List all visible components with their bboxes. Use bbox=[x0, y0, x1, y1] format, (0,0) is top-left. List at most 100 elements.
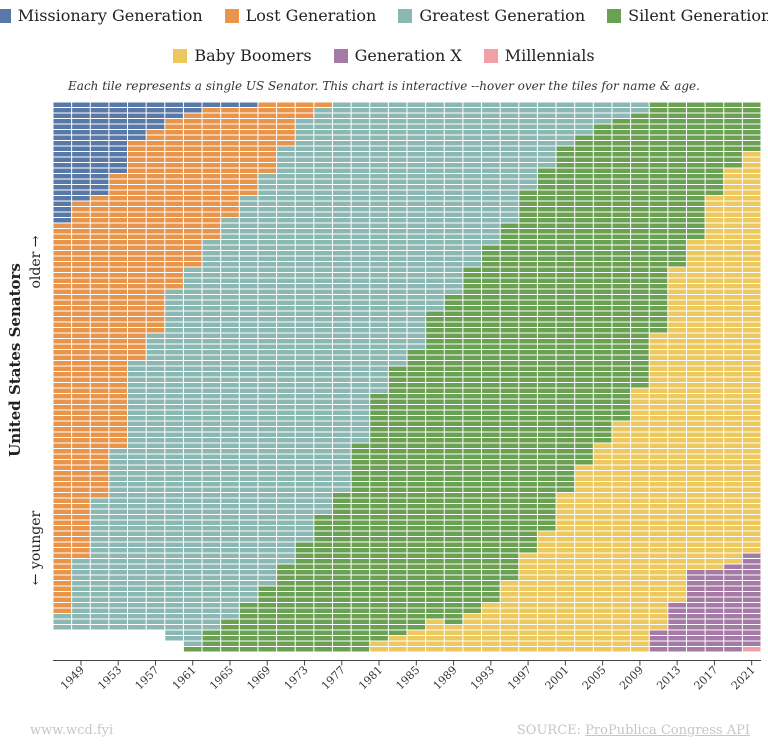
tile-1985-greatest-generation[interactable] bbox=[407, 135, 426, 141]
tile-1971-greatest-generation[interactable] bbox=[277, 520, 295, 526]
tile-2019-baby-boomers[interactable] bbox=[724, 300, 742, 306]
tile-1975-silent-generation[interactable] bbox=[314, 526, 332, 531]
tile-2003-silent-generation[interactable] bbox=[575, 190, 593, 196]
tile-1959-lost-generation[interactable] bbox=[165, 168, 183, 174]
tile-1979-greatest-generation[interactable] bbox=[351, 196, 370, 201]
tile-2021-baby-boomers[interactable] bbox=[742, 526, 761, 531]
tile-1993-silent-generation[interactable] bbox=[482, 493, 500, 498]
tile-1973-greatest-generation[interactable] bbox=[295, 146, 314, 152]
tile-1967-greatest-generation[interactable] bbox=[239, 223, 258, 229]
tile-1997-silent-generation[interactable] bbox=[519, 322, 537, 328]
tile-1993-greatest-generation[interactable] bbox=[482, 113, 500, 119]
tile-1973-silent-generation[interactable] bbox=[295, 548, 314, 553]
tile-2001-baby-boomers[interactable] bbox=[556, 564, 575, 570]
tile-1989-greatest-generation[interactable] bbox=[444, 113, 463, 119]
tile-1959-greatest-generation[interactable] bbox=[165, 465, 183, 471]
tile-1975-greatest-generation[interactable] bbox=[314, 135, 332, 141]
tile-1951-missionary-generation[interactable] bbox=[90, 135, 109, 141]
tile-1983-greatest-generation[interactable] bbox=[388, 185, 407, 190]
tile-1955-lost-generation[interactable] bbox=[128, 218, 146, 223]
tile-1977-greatest-generation[interactable] bbox=[332, 482, 351, 487]
tile-2003-baby-boomers[interactable] bbox=[575, 597, 593, 603]
tile-2007-silent-generation[interactable] bbox=[612, 361, 631, 366]
tile-2017-baby-boomers[interactable] bbox=[705, 410, 724, 416]
tile-1949-lost-generation[interactable] bbox=[72, 482, 90, 487]
tile-1967-lost-generation[interactable] bbox=[239, 135, 258, 141]
tile-1991-greatest-generation[interactable] bbox=[463, 185, 482, 190]
tile-2007-baby-boomers[interactable] bbox=[612, 509, 631, 515]
tile-2007-silent-generation[interactable] bbox=[612, 372, 631, 377]
tile-1993-silent-generation[interactable] bbox=[482, 586, 500, 592]
tile-1977-greatest-generation[interactable] bbox=[332, 163, 351, 168]
tile-2001-baby-boomers[interactable] bbox=[556, 504, 575, 509]
tile-1965-greatest-generation[interactable] bbox=[221, 548, 239, 553]
tile-1961-greatest-generation[interactable] bbox=[183, 300, 202, 306]
tile-1999-silent-generation[interactable] bbox=[537, 245, 556, 251]
tile-1959-lost-generation[interactable] bbox=[165, 273, 183, 278]
tile-1989-greatest-generation[interactable] bbox=[444, 284, 463, 289]
tile-2021-baby-boomers[interactable] bbox=[742, 443, 761, 449]
tile-2003-baby-boomers[interactable] bbox=[575, 619, 593, 625]
tile-1983-greatest-generation[interactable] bbox=[388, 278, 407, 284]
tile-1951-missionary-generation[interactable] bbox=[90, 119, 109, 124]
tile-2021-baby-boomers[interactable] bbox=[742, 328, 761, 333]
tile-2007-silent-generation[interactable] bbox=[612, 119, 631, 124]
tile-1961-lost-generation[interactable] bbox=[183, 196, 202, 201]
tile-1997-silent-generation[interactable] bbox=[519, 328, 537, 333]
tile-1989-silent-generation[interactable] bbox=[444, 311, 463, 317]
tile-1971-greatest-generation[interactable] bbox=[277, 388, 295, 394]
tile-1987-silent-generation[interactable] bbox=[426, 328, 444, 333]
tile-1951-lost-generation[interactable] bbox=[90, 295, 109, 300]
tile-1977-silent-generation[interactable] bbox=[332, 537, 351, 542]
tile-2003-silent-generation[interactable] bbox=[575, 289, 593, 295]
tile-1971-greatest-generation[interactable] bbox=[277, 328, 295, 333]
tile-1997-baby-boomers[interactable] bbox=[519, 559, 537, 564]
tile-2005-silent-generation[interactable] bbox=[593, 190, 612, 196]
tile-1995-greatest-generation[interactable] bbox=[500, 218, 519, 223]
tile-2011-silent-generation[interactable] bbox=[649, 108, 668, 113]
tile-1971-greatest-generation[interactable] bbox=[277, 366, 295, 372]
tile-1961-greatest-generation[interactable] bbox=[183, 559, 202, 564]
tile-1995-greatest-generation[interactable] bbox=[500, 174, 519, 179]
tile-1957-lost-generation[interactable] bbox=[146, 262, 165, 267]
tile-1983-silent-generation[interactable] bbox=[388, 515, 407, 520]
tile-1965-greatest-generation[interactable] bbox=[221, 350, 239, 355]
tile-1993-silent-generation[interactable] bbox=[482, 432, 500, 438]
tile-2003-silent-generation[interactable] bbox=[575, 278, 593, 284]
tile-1973-silent-generation[interactable] bbox=[295, 603, 314, 608]
tile-1967-lost-generation[interactable] bbox=[239, 190, 258, 196]
tile-2015-baby-boomers[interactable] bbox=[686, 416, 705, 421]
tile-1989-silent-generation[interactable] bbox=[444, 383, 463, 388]
tile-1959-greatest-generation[interactable] bbox=[165, 289, 183, 295]
tile-1975-greatest-generation[interactable] bbox=[314, 223, 332, 229]
tile-2019-baby-boomers[interactable] bbox=[724, 196, 742, 201]
tile-1959-greatest-generation[interactable] bbox=[165, 339, 183, 344]
tile-1987-greatest-generation[interactable] bbox=[426, 157, 444, 163]
tile-1995-silent-generation[interactable] bbox=[500, 542, 519, 548]
tile-1983-greatest-generation[interactable] bbox=[388, 212, 407, 218]
tile-1957-lost-generation[interactable] bbox=[146, 245, 165, 251]
tile-2013-baby-boomers[interactable] bbox=[668, 482, 686, 487]
tile-2009-baby-boomers[interactable] bbox=[631, 410, 649, 416]
tile-2021-baby-boomers[interactable] bbox=[742, 284, 761, 289]
tile-2007-baby-boomers[interactable] bbox=[612, 575, 631, 581]
tile-1991-silent-generation[interactable] bbox=[463, 515, 482, 520]
tile-2005-greatest-generation[interactable] bbox=[593, 108, 612, 113]
tile-2007-silent-generation[interactable] bbox=[612, 366, 631, 372]
tile-2013-generation-x[interactable] bbox=[668, 630, 686, 636]
tile-2009-silent-generation[interactable] bbox=[631, 207, 649, 212]
tile-1989-silent-generation[interactable] bbox=[444, 443, 463, 449]
tile-1997-silent-generation[interactable] bbox=[519, 306, 537, 311]
tile-1961-lost-generation[interactable] bbox=[183, 251, 202, 256]
tile-1975-silent-generation[interactable] bbox=[314, 553, 332, 559]
tile-1953-missionary-generation[interactable] bbox=[109, 119, 128, 124]
tile-2009-baby-boomers[interactable] bbox=[631, 647, 649, 652]
tile-1987-silent-generation[interactable] bbox=[426, 416, 444, 421]
tile-2015-baby-boomers[interactable] bbox=[686, 465, 705, 471]
tile-2011-silent-generation[interactable] bbox=[649, 251, 668, 256]
tile-1975-greatest-generation[interactable] bbox=[314, 157, 332, 163]
tile-2007-silent-generation[interactable] bbox=[612, 135, 631, 141]
tile-2009-baby-boomers[interactable] bbox=[631, 471, 649, 476]
tile-2009-silent-generation[interactable] bbox=[631, 251, 649, 256]
tile-2021-baby-boomers[interactable] bbox=[742, 190, 761, 196]
